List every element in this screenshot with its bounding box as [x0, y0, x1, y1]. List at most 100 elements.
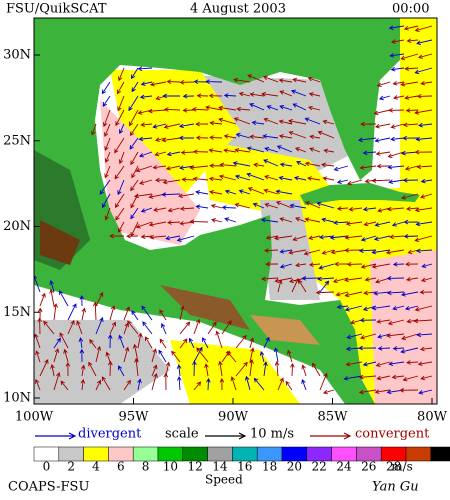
colorbar-label: 6 [117, 460, 125, 474]
wind-arrow [278, 78, 293, 83]
wind-arrow [101, 81, 111, 95]
wind-arrow [118, 365, 125, 377]
lon-label: 90W [218, 410, 249, 425]
wind-arrow [102, 95, 111, 107]
colorbar-label: 14 [212, 460, 228, 474]
wind-arrow [67, 320, 75, 335]
wind-arrow [230, 376, 237, 391]
colorbar-label: 20 [287, 460, 302, 474]
wind-arrow [140, 207, 153, 213]
wind-arrow [159, 338, 167, 349]
wind-arrow [291, 278, 299, 293]
wind-arrow [391, 221, 405, 227]
wind-arrow [235, 334, 247, 349]
wind-arrow [274, 360, 280, 377]
lon-label: 100W [15, 410, 54, 425]
wind-arrow [275, 189, 293, 195]
wind-arrow [105, 351, 111, 363]
wind-arrow [118, 334, 125, 349]
wind-arrow [210, 203, 223, 209]
wind-arrow [129, 123, 139, 137]
wind-arrow [377, 333, 391, 339]
wind-arrow [219, 162, 237, 168]
wind-arrow [321, 162, 335, 168]
wind-arrow [35, 350, 41, 363]
wind-arrow [245, 375, 251, 391]
scale-value: 10 m/s [250, 427, 294, 442]
wind-arrow [332, 277, 349, 284]
wind-arrow [118, 67, 125, 82]
wind-arrow [151, 348, 157, 363]
wind-arrow [360, 263, 377, 269]
wind-arrow [193, 79, 209, 85]
wind-arrow [118, 221, 125, 233]
wind-arrow [135, 165, 153, 173]
wind-arrow [298, 279, 307, 293]
wind-arrow [358, 389, 377, 395]
wind-arrow [312, 362, 321, 377]
wind-arrow [406, 38, 419, 44]
wind-arrow [149, 234, 167, 240]
wind-arrow [308, 92, 321, 97]
wind-arrow [117, 81, 125, 95]
wind-arrow [376, 81, 391, 88]
wind-arrow [417, 361, 433, 367]
wind-arrow [181, 177, 195, 182]
wind-arrow [371, 178, 391, 183]
wind-arrow [402, 177, 419, 183]
wind-arrow [371, 263, 391, 269]
wind-arrow [373, 109, 391, 116]
wind-arrow [404, 305, 419, 311]
wind-arrow [115, 193, 125, 209]
wind-arrow [266, 105, 279, 111]
wind-arrow [114, 165, 125, 180]
lat-label: 30N [3, 48, 31, 63]
wind-arrow [235, 132, 251, 139]
wind-arrow [95, 317, 104, 335]
wind-arrow [414, 109, 433, 115]
colorbar-label: 8 [142, 460, 150, 474]
wind-arrow [235, 361, 248, 377]
wind-arrow [223, 134, 237, 139]
wind-arrow [344, 277, 363, 283]
wind-arrow [34, 333, 41, 349]
colorbar-label: 18 [262, 460, 277, 474]
wind-arrow [114, 137, 125, 154]
wind-arrow [263, 117, 279, 125]
wind-arrow [346, 261, 363, 267]
colorbar-label: 4 [92, 460, 100, 474]
colorbar-label: 24 [336, 460, 352, 474]
wind-arrow [377, 346, 391, 351]
terrain [160, 285, 250, 330]
wind-arrow [419, 346, 433, 352]
wind-arrow [265, 235, 279, 240]
wind-arrow [345, 221, 363, 226]
wind-arrow [67, 303, 77, 321]
wind-arrow [403, 234, 419, 239]
wind-arrow [346, 179, 363, 186]
wind-arrow [223, 148, 237, 153]
wind-arrow [196, 93, 209, 99]
colorbar-box [430, 446, 450, 462]
time: 00:00 [392, 2, 429, 17]
wind-arrow [123, 346, 130, 363]
wind-arrow [420, 277, 433, 283]
wind-arrow [360, 121, 377, 127]
wind-arrow [209, 135, 223, 140]
wind-arrow [295, 147, 307, 153]
wind-arrow [153, 207, 167, 212]
wind-arrow [319, 372, 328, 391]
wind-arrow [400, 81, 419, 87]
wind-arrow [78, 337, 84, 349]
wind-arrow [132, 343, 139, 363]
wind-arrow [167, 207, 181, 213]
wind-arrow [295, 217, 307, 223]
wind-arrow [387, 319, 405, 326]
map: 30N 25N 20N 15N 10N 100W 95W 90W 85W 80W [3, 17, 448, 425]
wind-arrow [221, 205, 237, 210]
wind-arrow [392, 346, 405, 351]
wind-arrow [344, 305, 363, 312]
wind-arrow [95, 345, 102, 363]
wind-arrow [377, 207, 391, 213]
wind-arrow [43, 320, 55, 335]
